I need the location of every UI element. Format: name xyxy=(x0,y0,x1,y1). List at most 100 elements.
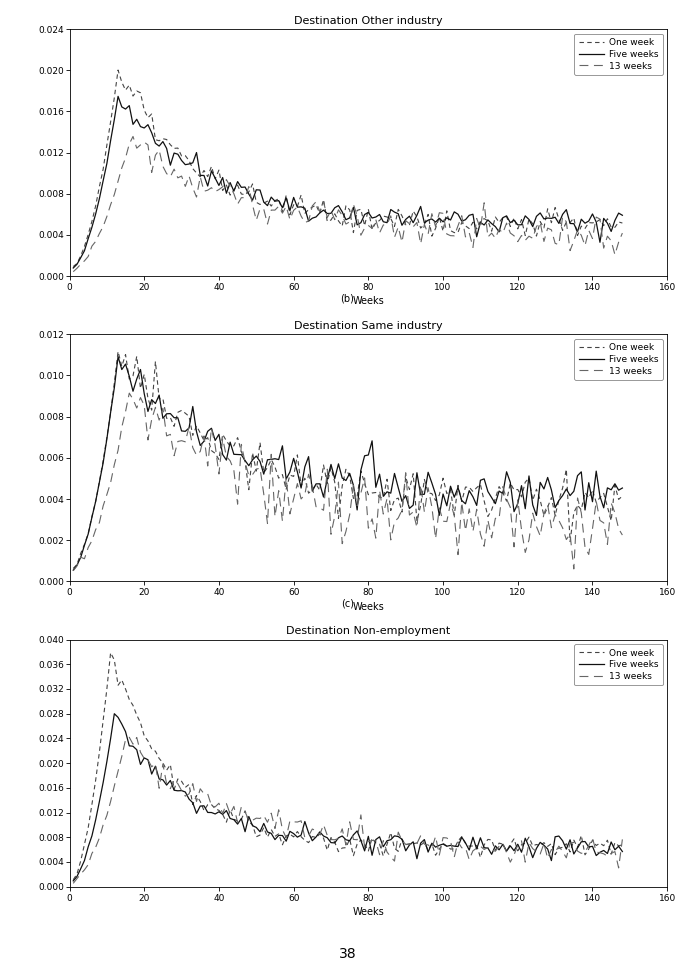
13 weeks xyxy=(125,732,133,743)
13 weeks xyxy=(409,221,417,233)
Five weeks xyxy=(461,837,470,849)
One week xyxy=(114,346,122,358)
13 weeks xyxy=(69,565,77,577)
Line: 13 weeks: 13 weeks xyxy=(73,393,623,571)
Line: Five weeks: Five weeks xyxy=(73,357,623,570)
Title: Destination Other industry: Destination Other industry xyxy=(294,16,443,25)
13 weeks xyxy=(334,832,343,844)
13 weeks xyxy=(334,204,343,216)
One week xyxy=(345,470,354,482)
One week xyxy=(106,407,115,419)
One week xyxy=(334,215,343,227)
Five weeks xyxy=(461,498,470,510)
Five weeks xyxy=(69,564,77,576)
Five weeks xyxy=(334,458,343,470)
13 weeks xyxy=(334,477,343,488)
Text: (b): (b) xyxy=(341,294,354,303)
Line: One week: One week xyxy=(73,352,623,569)
One week xyxy=(345,833,354,845)
Five weeks xyxy=(110,708,118,720)
One week xyxy=(409,838,417,850)
One week xyxy=(334,513,343,524)
13 weeks xyxy=(409,838,417,850)
Five weeks xyxy=(106,407,115,419)
One week xyxy=(461,837,470,849)
One week xyxy=(177,775,186,787)
13 weeks xyxy=(345,216,354,228)
Five weeks xyxy=(619,483,627,494)
Five weeks xyxy=(345,212,354,224)
One week xyxy=(461,220,470,232)
Five weeks xyxy=(334,200,343,211)
Five weeks xyxy=(177,785,186,797)
Five weeks xyxy=(345,835,354,847)
Legend: One week, Five weeks, 13 weeks: One week, Five weeks, 13 weeks xyxy=(574,34,663,75)
13 weeks xyxy=(177,171,186,182)
One week xyxy=(345,204,354,216)
13 weeks xyxy=(461,525,470,537)
Five weeks xyxy=(619,846,627,858)
13 weeks xyxy=(345,509,354,520)
Text: 38: 38 xyxy=(338,948,357,961)
13 weeks xyxy=(106,796,115,807)
13 weeks xyxy=(106,199,115,210)
One week xyxy=(69,563,77,575)
Five weeks xyxy=(334,832,343,844)
13 weeks xyxy=(409,506,417,517)
13 weeks xyxy=(345,816,354,828)
Five weeks xyxy=(345,468,354,480)
Five weeks xyxy=(69,263,77,274)
One week xyxy=(106,647,115,659)
One week xyxy=(334,846,343,858)
13 weeks xyxy=(177,435,186,447)
X-axis label: Weeks: Weeks xyxy=(352,907,384,917)
13 weeks xyxy=(106,477,115,488)
Line: One week: One week xyxy=(73,70,623,266)
Line: Five weeks: Five weeks xyxy=(73,96,623,268)
One week xyxy=(619,217,627,229)
Five weeks xyxy=(106,733,115,744)
Five weeks xyxy=(409,499,417,511)
Line: 13 weeks: 13 weeks xyxy=(73,137,623,271)
One week xyxy=(409,468,417,480)
Five weeks xyxy=(177,425,186,437)
Legend: One week, Five weeks, 13 weeks: One week, Five weeks, 13 weeks xyxy=(574,339,663,380)
Line: 13 weeks: 13 weeks xyxy=(73,737,623,884)
13 weeks xyxy=(69,266,77,277)
One week xyxy=(69,874,77,886)
Five weeks xyxy=(461,214,470,226)
One week xyxy=(177,405,186,417)
13 weeks xyxy=(619,833,627,845)
Title: Destination Non-employment: Destination Non-employment xyxy=(286,626,450,636)
Five weeks xyxy=(106,135,115,146)
X-axis label: Weeks: Weeks xyxy=(352,602,384,611)
One week xyxy=(114,64,122,76)
13 weeks xyxy=(619,228,627,239)
Line: Five weeks: Five weeks xyxy=(73,714,623,881)
One week xyxy=(106,116,115,128)
13 weeks xyxy=(125,388,133,399)
Legend: One week, Five weeks, 13 weeks: One week, Five weeks, 13 weeks xyxy=(574,644,663,685)
One week xyxy=(619,490,627,502)
Text: (c): (c) xyxy=(341,599,354,609)
One week xyxy=(69,261,77,272)
Five weeks xyxy=(409,836,417,848)
One week xyxy=(461,482,470,493)
One week xyxy=(110,654,118,666)
Five weeks xyxy=(619,209,627,221)
Line: One week: One week xyxy=(73,653,623,880)
13 weeks xyxy=(619,529,627,541)
Five weeks xyxy=(409,217,417,229)
13 weeks xyxy=(461,232,470,243)
13 weeks xyxy=(69,878,77,890)
13 weeks xyxy=(177,785,186,797)
X-axis label: Weeks: Weeks xyxy=(352,297,384,306)
One week xyxy=(409,205,417,217)
One week xyxy=(619,839,627,851)
13 weeks xyxy=(129,131,137,142)
Five weeks xyxy=(69,875,77,887)
Five weeks xyxy=(177,155,186,167)
13 weeks xyxy=(461,842,470,854)
Five weeks xyxy=(114,351,122,362)
One week xyxy=(177,150,186,162)
